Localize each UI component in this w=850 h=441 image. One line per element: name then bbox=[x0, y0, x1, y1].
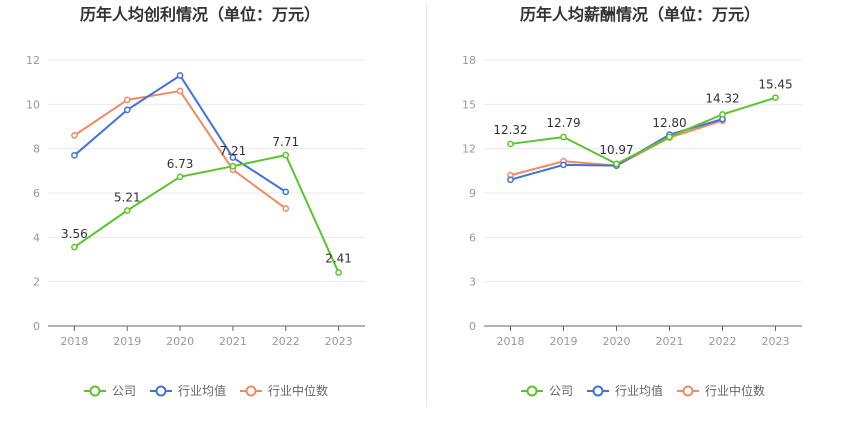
legend-item[interactable]: 行业均值 bbox=[150, 383, 226, 398]
x-tick-label: 2018 bbox=[497, 335, 525, 348]
data-point bbox=[666, 133, 673, 141]
data-label: 12.32 bbox=[493, 123, 527, 137]
y-tick-label: 3 bbox=[469, 276, 476, 289]
data-label: 14.32 bbox=[705, 91, 739, 105]
data-point bbox=[507, 140, 514, 148]
x-tick-label: 2022 bbox=[709, 335, 737, 348]
x-tick-label: 2020 bbox=[603, 335, 631, 348]
legend: 公司 行业均值 行业中位数 bbox=[84, 383, 328, 398]
legend-marker bbox=[592, 385, 604, 397]
x-tick-label: 2019 bbox=[550, 335, 578, 348]
data-point bbox=[123, 96, 131, 104]
chart-title: 历年人均薪酬情况（单位：万元） bbox=[520, 5, 760, 24]
legend-item[interactable]: 公司 bbox=[521, 384, 573, 398]
x-tick-label: 2018 bbox=[60, 335, 88, 348]
data-point bbox=[335, 269, 342, 276]
legend-marker bbox=[682, 385, 694, 397]
y-tick-label: 0 bbox=[469, 320, 476, 333]
data-point bbox=[282, 188, 290, 196]
data-label: 7.21 bbox=[220, 144, 247, 158]
data-label: 10.97 bbox=[599, 143, 633, 157]
legend-marker bbox=[89, 385, 101, 397]
x-tick-label: 2019 bbox=[113, 335, 141, 348]
legend-label: 行业均值 bbox=[178, 383, 226, 398]
y-tick-label: 9 bbox=[469, 187, 476, 200]
data-label: 2.41 bbox=[325, 252, 352, 266]
y-tick-label: 10 bbox=[26, 98, 40, 111]
legend: 公司 行业均值 行业中位数 bbox=[521, 383, 765, 398]
series-line bbox=[73, 89, 287, 210]
legend-item[interactable]: 行业中位数 bbox=[240, 383, 328, 398]
y-tick-label: 0 bbox=[33, 320, 40, 333]
data-point bbox=[772, 94, 779, 102]
series-line bbox=[73, 153, 340, 273]
legend-marker bbox=[526, 385, 538, 397]
data-point bbox=[123, 207, 131, 214]
y-tick-label: 2 bbox=[33, 276, 40, 289]
data-point bbox=[282, 151, 290, 159]
data-point bbox=[71, 132, 78, 139]
x-tick-label: 2023 bbox=[325, 335, 353, 348]
x-tick-label: 2020 bbox=[166, 335, 194, 348]
x-tick-label: 2021 bbox=[656, 335, 684, 348]
data-label: 7.71 bbox=[272, 135, 299, 149]
chart-title: 历年人均创利情况（单位：万元） bbox=[80, 5, 320, 24]
data-point bbox=[560, 161, 567, 169]
y-tick-label: 4 bbox=[33, 231, 40, 244]
data-point bbox=[719, 111, 726, 118]
x-tick-label: 2022 bbox=[272, 335, 300, 348]
data-point bbox=[507, 176, 514, 184]
legend-item[interactable]: 行业中位数 bbox=[677, 383, 765, 398]
legend-marker bbox=[155, 385, 167, 397]
x-tick-label: 2023 bbox=[762, 335, 790, 348]
y-tick-label: 8 bbox=[33, 143, 40, 156]
data-point bbox=[176, 87, 184, 95]
legend-label: 公司 bbox=[549, 384, 573, 398]
chart-panel-2: 历年人均薪酬情况（单位：万元） 0 3 6 9 12 15 18 2018 2019 2020 202… bbox=[462, 5, 802, 398]
data-label: 15.45 bbox=[758, 78, 792, 92]
data-point bbox=[71, 151, 78, 159]
data-point bbox=[176, 72, 184, 79]
y-tick-label: 18 bbox=[462, 54, 476, 67]
y-tick-label: 12 bbox=[26, 54, 40, 67]
data-point bbox=[229, 154, 237, 161]
data-point bbox=[123, 106, 131, 114]
data-point bbox=[229, 162, 237, 170]
y-tick-label: 12 bbox=[462, 143, 476, 156]
y-tick-label: 15 bbox=[462, 98, 476, 111]
data-label: 5.21 bbox=[114, 191, 141, 205]
legend-marker bbox=[245, 385, 257, 397]
y-tick-label: 6 bbox=[33, 187, 40, 200]
data-point bbox=[613, 160, 620, 168]
legend-label: 行业中位数 bbox=[268, 383, 328, 398]
data-label: 12.80 bbox=[652, 116, 686, 130]
legend-item[interactable]: 行业均值 bbox=[587, 383, 663, 398]
legend-label: 公司 bbox=[112, 384, 136, 398]
series-line bbox=[510, 96, 776, 166]
legend-item[interactable]: 公司 bbox=[84, 384, 136, 398]
data-point bbox=[71, 243, 78, 251]
data-label: 3.56 bbox=[61, 227, 88, 241]
data-point bbox=[282, 205, 290, 212]
data-point bbox=[560, 133, 567, 141]
data-label: 6.73 bbox=[167, 157, 194, 171]
data-label: 12.79 bbox=[546, 116, 580, 130]
x-tick-label: 2021 bbox=[219, 335, 247, 348]
data-point bbox=[176, 173, 184, 181]
legend-label: 行业中位数 bbox=[705, 383, 765, 398]
panel-divider bbox=[426, 4, 427, 406]
legend-label: 行业均值 bbox=[615, 383, 663, 398]
chart-panel-1: 历年人均创利情况（单位：万元） 0 2 4 6 8 10 12 2018 2019 2020 2021… bbox=[26, 5, 365, 398]
y-tick-label: 6 bbox=[469, 231, 476, 244]
